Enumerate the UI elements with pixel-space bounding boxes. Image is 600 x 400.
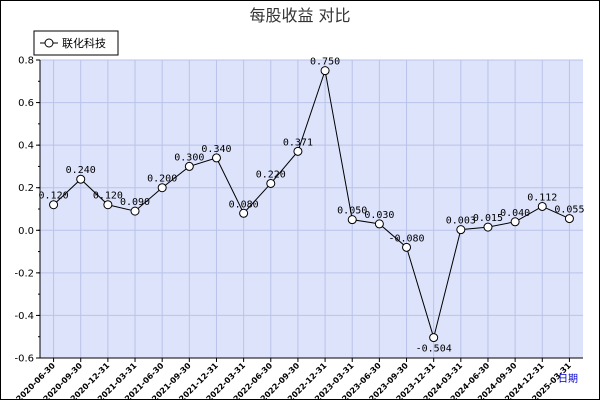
y-tick-label: 0.2 bbox=[18, 183, 34, 194]
data-point bbox=[537, 201, 547, 211]
data-label: 0.120 bbox=[39, 191, 69, 202]
data-label: 0.300 bbox=[174, 152, 204, 163]
data-label: 0.040 bbox=[500, 208, 530, 219]
data-point bbox=[239, 208, 249, 218]
data-label: 0.080 bbox=[229, 199, 259, 210]
data-point bbox=[211, 153, 221, 163]
data-point bbox=[49, 200, 59, 210]
y-tick-label: -0.2 bbox=[14, 268, 34, 279]
data-label: 0.200 bbox=[147, 174, 177, 185]
y-axis-ticks: -0.6 -0.4 -0.2 0.0 0.2 0.4 0.6 0.8 bbox=[14, 56, 40, 365]
data-point bbox=[293, 146, 303, 156]
data-label: 0.340 bbox=[201, 144, 231, 155]
data-point bbox=[157, 183, 167, 193]
y-tick-label: 0.0 bbox=[18, 226, 34, 237]
data-point bbox=[76, 174, 86, 184]
x-axis-label: 日期 bbox=[558, 373, 578, 385]
data-label: 0.050 bbox=[337, 206, 367, 217]
legend-series-name: 联化科技 bbox=[62, 36, 106, 50]
data-label: 0.055 bbox=[554, 205, 584, 216]
data-point bbox=[103, 200, 113, 210]
data-point bbox=[266, 178, 276, 188]
data-labels: 0.1200.2400.1200.0900.2000.3000.3400.080… bbox=[39, 57, 585, 355]
data-point bbox=[347, 215, 357, 225]
data-point bbox=[456, 225, 466, 235]
legend: 联化科技 bbox=[33, 30, 119, 56]
data-label: 0.090 bbox=[120, 197, 150, 208]
data-point bbox=[184, 161, 194, 171]
data-label: 0.015 bbox=[473, 213, 503, 224]
y-tick-label: -0.4 bbox=[14, 311, 34, 322]
data-point bbox=[130, 206, 140, 216]
y-tick-label: 0.4 bbox=[18, 141, 34, 152]
data-point bbox=[320, 66, 330, 76]
data-label: 0.371 bbox=[283, 137, 313, 148]
data-label: 0.030 bbox=[364, 210, 394, 221]
y-tick-label: 0.8 bbox=[18, 56, 34, 67]
data-label: 0.003 bbox=[446, 216, 476, 227]
data-label: -0.080 bbox=[388, 233, 424, 244]
chart-title: 每股收益 对比 bbox=[249, 6, 350, 25]
legend-circle-marker bbox=[44, 38, 54, 48]
series-line bbox=[53, 70, 570, 340]
data-label: 0.120 bbox=[93, 191, 123, 202]
data-point bbox=[483, 222, 493, 232]
data-point bbox=[564, 214, 574, 224]
data-label: 0.750 bbox=[310, 57, 340, 68]
series-layer bbox=[49, 66, 574, 343]
data-point bbox=[510, 217, 520, 227]
x-axis-ticks: 2020-06-302020-09-302020-12-312021-03-31… bbox=[14, 358, 573, 400]
data-point bbox=[429, 333, 439, 343]
y-tick-label: 0.6 bbox=[18, 98, 34, 109]
data-point bbox=[374, 219, 384, 229]
data-point bbox=[402, 242, 412, 252]
data-label: 0.112 bbox=[527, 192, 557, 203]
y-tick-label: -0.6 bbox=[14, 354, 34, 365]
data-label: 0.220 bbox=[256, 169, 286, 180]
data-label: -0.504 bbox=[416, 344, 452, 355]
data-label: 0.240 bbox=[66, 165, 96, 176]
